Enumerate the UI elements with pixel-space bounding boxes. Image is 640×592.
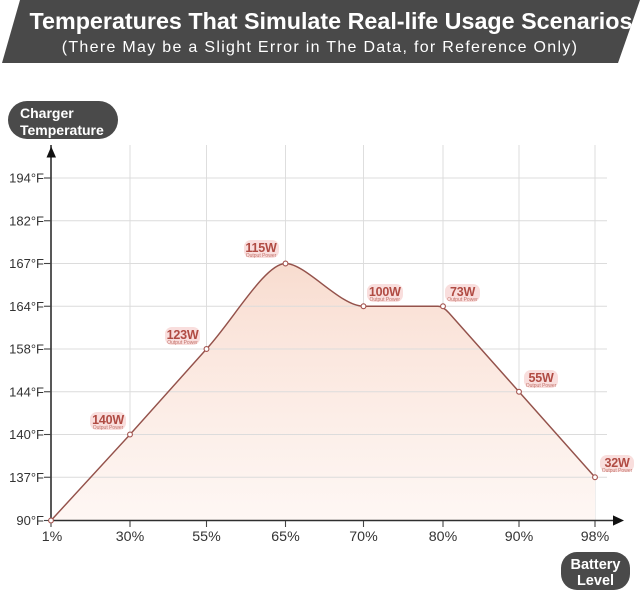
svg-text:140°F: 140°F xyxy=(9,427,44,442)
svg-text:80%: 80% xyxy=(429,529,458,545)
svg-text:167°F: 167°F xyxy=(9,256,44,271)
svg-text:194°F: 194°F xyxy=(9,171,44,186)
svg-text:144°F: 144°F xyxy=(9,384,44,399)
svg-text:70%: 70% xyxy=(349,529,378,545)
svg-text:1%: 1% xyxy=(42,529,63,545)
svg-text:98%: 98% xyxy=(581,529,610,545)
svg-text:55%: 55% xyxy=(192,529,221,545)
svg-text:158°F: 158°F xyxy=(9,342,44,357)
svg-text:90%: 90% xyxy=(505,529,534,545)
svg-text:30%: 30% xyxy=(116,529,145,545)
svg-text:65%: 65% xyxy=(271,529,300,545)
svg-text:90°F: 90°F xyxy=(16,513,44,528)
svg-text:164°F: 164°F xyxy=(9,299,44,314)
svg-text:182°F: 182°F xyxy=(9,213,44,228)
svg-text:137°F: 137°F xyxy=(9,470,44,485)
